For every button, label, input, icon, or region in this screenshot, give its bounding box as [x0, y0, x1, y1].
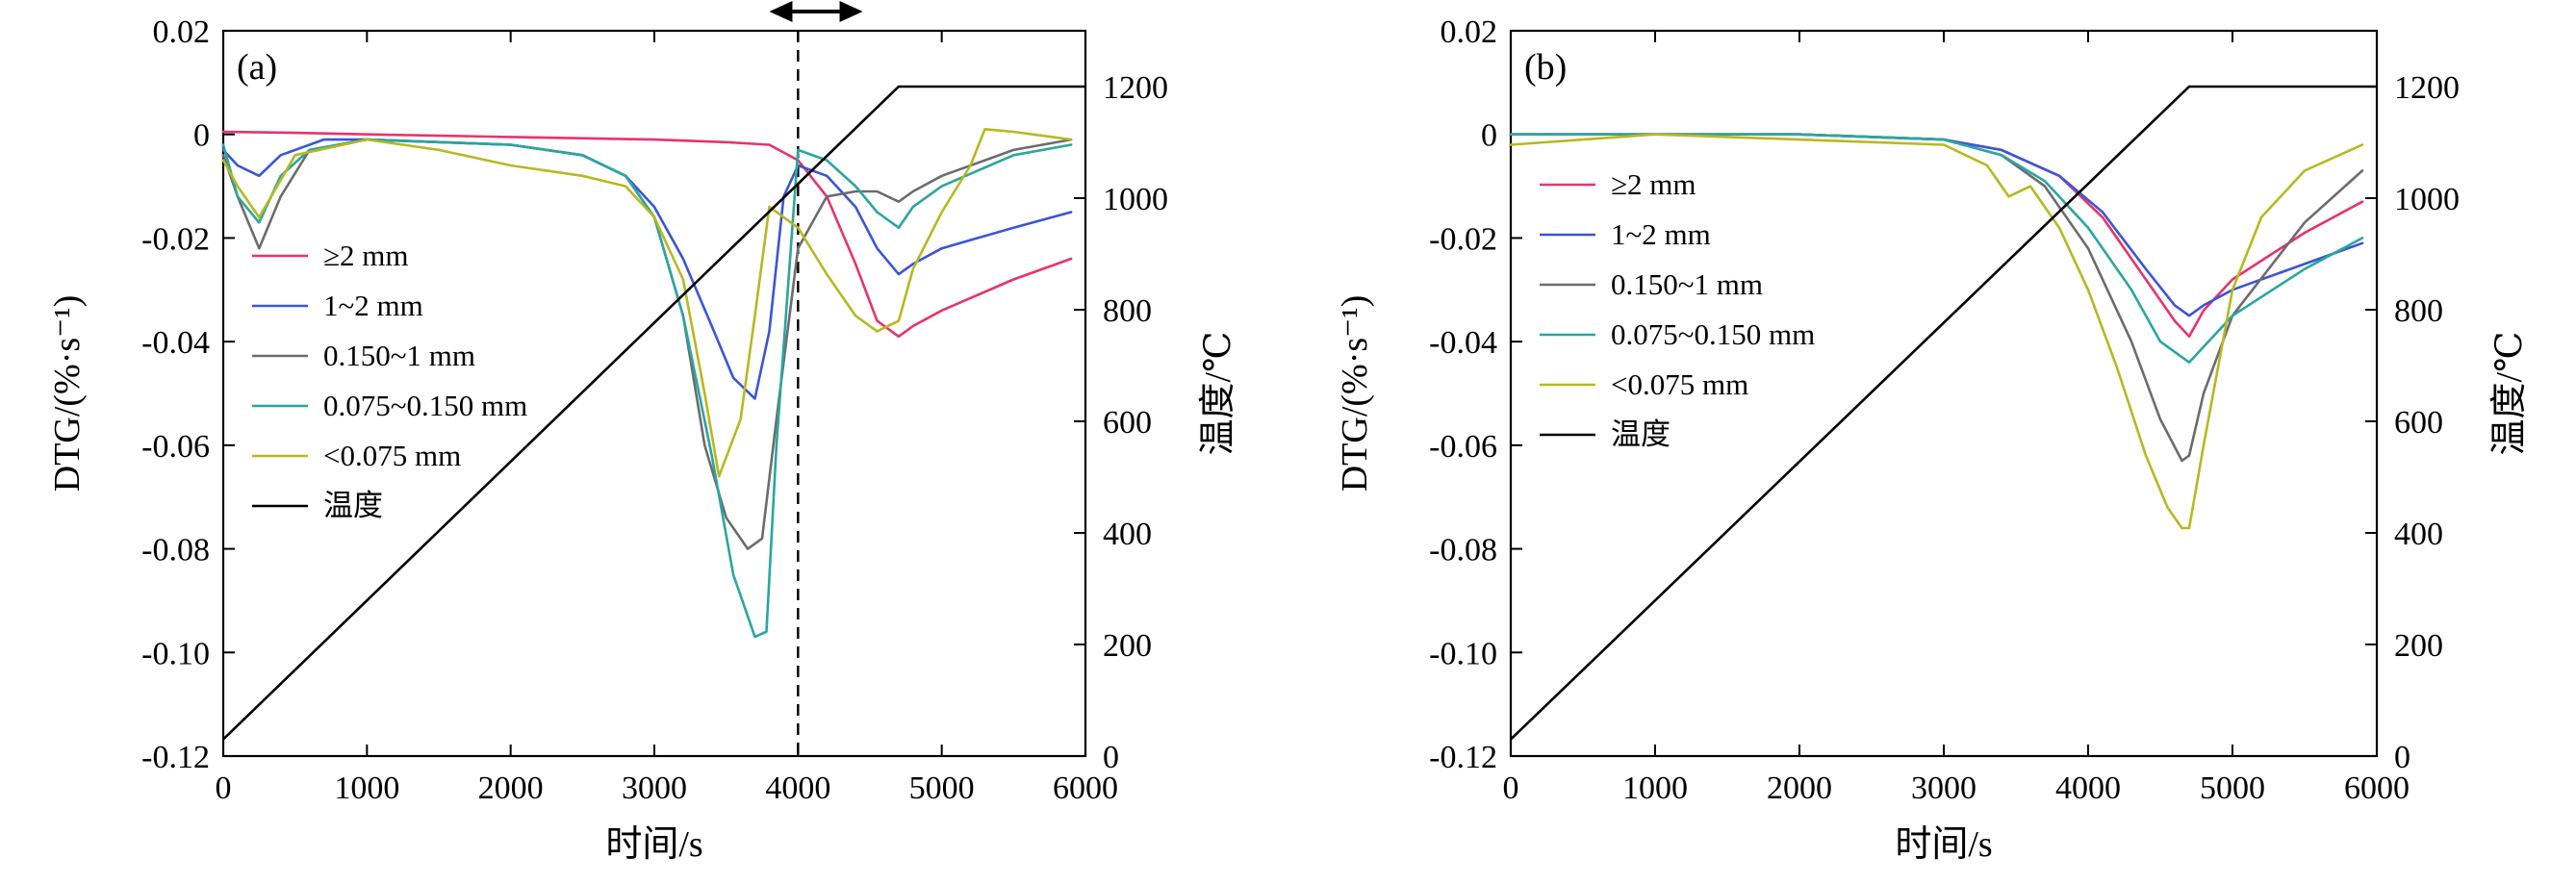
y-tick-label: -0.08: [141, 533, 210, 568]
y-axis-title: DTG/(%·s⁻¹): [1335, 295, 1375, 493]
y2-tick-label: 400: [2394, 517, 2443, 552]
series-line-4: [1509, 133, 2364, 530]
y-tick-label: -0.06: [141, 429, 210, 465]
y-tick-label: 0.02: [153, 14, 211, 50]
y-tick-label: -0.10: [1429, 636, 1497, 671]
legend-label-3: 0.075~0.150 mm: [1611, 317, 1815, 351]
double-arrow-left-head: [769, 1, 793, 22]
y2-tick-label: 0: [2394, 740, 2410, 775]
chart-panel-b: 0 1000 2000 3000 4000 5000 60000.020-0.02-0.04…: [1335, 14, 2530, 865]
y-tick-label: -0.06: [1429, 429, 1497, 465]
y-tick-label: -0.02: [1429, 221, 1497, 257]
x-axis-title: 时间/s: [1895, 824, 1992, 865]
y2-tick-label: 200: [1103, 628, 1152, 664]
x-axis-title: 时间/s: [605, 824, 702, 865]
y2-axis-title: 温度/℃: [2489, 331, 2530, 455]
x-tick-label: 0: [216, 770, 232, 806]
y-tick-label: -0.08: [1429, 533, 1497, 568]
y2-tick-label: 800: [2394, 293, 2443, 329]
panel-label: (a): [237, 47, 277, 88]
x-tick-label: 6000: [2344, 770, 2410, 806]
x-tick-label: 3000: [622, 770, 687, 806]
y-tick-label: 0: [193, 118, 210, 154]
x-tick-label: 2000: [1767, 770, 1832, 806]
series-line-5: [222, 85, 1085, 741]
y2-tick-label: 1000: [1103, 182, 1168, 217]
y2-tick-label: 0: [1103, 740, 1119, 775]
x-tick-label: 4000: [765, 770, 830, 806]
series-line-3: [221, 138, 1073, 639]
legend-label-1: 1~2 mm: [1611, 217, 1711, 251]
y2-tick-label: 600: [1103, 405, 1152, 441]
legend-label-5: 温度: [1611, 417, 1671, 451]
legend-label-2: 0.150~1 mm: [1611, 267, 1763, 301]
series-line-4: [221, 128, 1073, 478]
y2-tick-label: 600: [2394, 405, 2443, 441]
y-tick-label: 0: [1481, 118, 1497, 154]
x-tick-label: 5000: [2200, 770, 2265, 806]
x-tick-label: 5000: [909, 770, 975, 806]
x-tick-label: 0: [1503, 770, 1519, 806]
series-line-5: [1510, 85, 2377, 741]
double-arrow-right-head: [839, 1, 863, 22]
y-tick-label: -0.02: [141, 221, 210, 257]
y-tick-label: -0.12: [1429, 740, 1497, 775]
y-tick-label: -0.12: [141, 740, 210, 775]
legend-label-0: ≥2 mm: [1611, 167, 1696, 201]
y2-axis-title: 温度/℃: [1198, 331, 1238, 455]
panel-label: (b): [1524, 47, 1567, 88]
x-tick-label: 4000: [2055, 770, 2121, 806]
x-tick-label: 1000: [1622, 770, 1688, 806]
y-tick-label: -0.10: [141, 636, 210, 671]
y-tick-label: -0.04: [1429, 325, 1497, 361]
legend-label-1: 1~2 mm: [323, 289, 423, 322]
y-tick-label: -0.04: [141, 325, 210, 361]
legend-label-4: <0.075 mm: [323, 439, 461, 472]
series-line-0: [221, 130, 1073, 339]
legend-label-2: 0.150~1 mm: [323, 339, 475, 372]
y2-tick-label: 1000: [2394, 182, 2460, 217]
legend-label-0: ≥2 mm: [323, 239, 409, 272]
y2-tick-label: 1200: [2394, 70, 2460, 106]
chart-panel-a: 0 1000 2000 3000 4000 5000 60000.020-0.02-0.04…: [47, 1, 1238, 865]
x-tick-label: 2000: [478, 770, 544, 806]
y2-tick-label: 200: [2394, 628, 2443, 664]
series-line-1: [221, 138, 1073, 400]
legend-label-3: 0.075~0.150 mm: [323, 389, 527, 422]
x-tick-label: 6000: [1053, 770, 1118, 806]
y-axis-title: DTG/(%·s⁻¹): [47, 295, 88, 493]
y-tick-label: 0.02: [1441, 14, 1498, 50]
y2-tick-label: 400: [1103, 517, 1152, 552]
legend-label-5: 温度: [323, 489, 383, 522]
legend-label-4: <0.075 mm: [1611, 367, 1748, 401]
x-tick-label: 1000: [334, 770, 399, 806]
y2-tick-label: 1200: [1103, 70, 1168, 106]
y2-tick-label: 800: [1103, 293, 1152, 329]
x-tick-label: 3000: [1911, 770, 1977, 806]
